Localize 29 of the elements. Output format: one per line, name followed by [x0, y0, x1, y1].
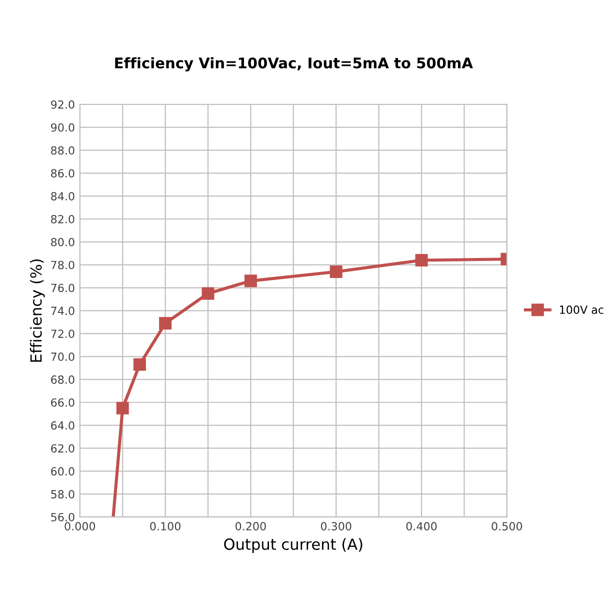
y-tick-label: 90.0 — [51, 123, 74, 132]
y-tick-label: 64.0 — [51, 421, 74, 430]
y-tick-label: 70.0 — [51, 352, 74, 361]
y-axis-title: Efficiency (%) — [30, 259, 45, 362]
y-tick-label: 66.0 — [51, 398, 74, 407]
chart-title: Efficiency Vin=100Vac, Iout=5mA to 500mA — [115, 57, 473, 72]
y-tick-label: 72.0 — [51, 330, 74, 338]
y-tick-label: 76.0 — [51, 284, 74, 292]
y-tick-label: 84.0 — [51, 192, 74, 200]
x-axis-title: Output current (A) — [224, 538, 362, 553]
y-tick-label: 68.0 — [51, 375, 74, 384]
x-tick-label: 0.400 — [406, 522, 437, 530]
y-tick-label: 74.0 — [51, 306, 74, 316]
legend-label: 100V ac — [560, 306, 604, 314]
y-tick-label: 78.0 — [51, 260, 74, 270]
y-tick-label: 58.0 — [51, 490, 74, 498]
y-tick-label: 86.0 — [51, 169, 74, 178]
y-tick-label: 92.0 — [51, 100, 74, 109]
y-tick-label: 88.0 — [51, 146, 74, 155]
x-tick-label: 0.300 — [320, 522, 352, 530]
x-tick-label: 0.200 — [236, 522, 266, 530]
y-tick-label: 82.0 — [51, 214, 74, 224]
x-tick-label: 0.100 — [150, 522, 180, 530]
x-tick-label: 0.500 — [492, 522, 522, 530]
y-tick-label: 80.0 — [51, 238, 74, 246]
x-tick-label: 0.000 — [64, 522, 96, 530]
y-tick-label: 56.0 — [51, 512, 74, 522]
y-tick-label: 62.0 — [51, 444, 74, 453]
y-tick-label: 60.0 — [51, 467, 74, 476]
